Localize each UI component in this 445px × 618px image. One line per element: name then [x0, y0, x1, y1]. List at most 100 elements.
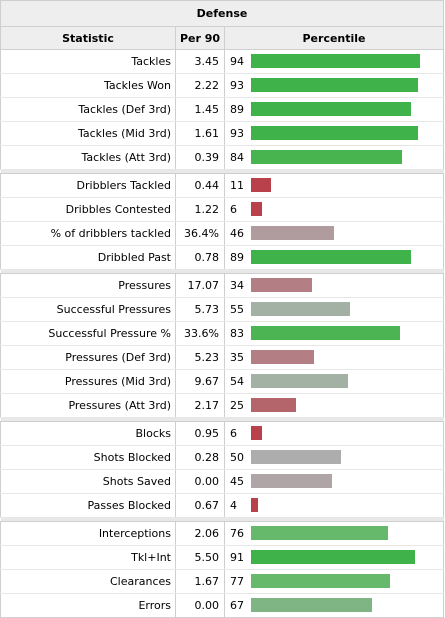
percentile-value: 67: [230, 599, 244, 612]
stat-name-cell: Successful Pressure %: [0, 321, 176, 346]
header-percentile[interactable]: Percentile: [223, 26, 445, 50]
separator-cell: [0, 517, 444, 522]
stat-name-cell: Tackles (Mid 3rd): [0, 121, 176, 146]
table-title: Defense: [0, 0, 445, 27]
percentile-cell: 94: [224, 49, 445, 74]
stat-name-cell: Tkl+Int: [0, 545, 176, 570]
stat-name-cell: Pressures: [0, 273, 176, 298]
stat-name-cell: Dribbled Past: [0, 245, 176, 270]
per90-cell: 2.17: [175, 393, 225, 418]
per90-cell: 0.00: [175, 469, 225, 494]
percentile-bar: [251, 474, 332, 488]
percentile-cell: 89: [224, 245, 445, 270]
percentile-value: 55: [230, 303, 244, 316]
per90-cell: 5.50: [175, 545, 225, 570]
percentile-cell: 93: [224, 121, 445, 146]
stat-name-cell: Errors: [0, 593, 176, 618]
percentile-value: 50: [230, 451, 244, 464]
group-separator: [0, 269, 444, 274]
table-title-row: Defense: [0, 0, 445, 27]
group-separator: [0, 169, 444, 174]
per90-cell: 0.28: [175, 445, 225, 470]
percentile-bar: [251, 498, 258, 512]
per90-cell: 5.23: [175, 345, 225, 370]
table-row: % of dribblers tackled 36.4% 46: [0, 221, 445, 246]
percentile-bar: [251, 526, 388, 540]
percentile-cell: 83: [224, 321, 445, 346]
table-row: Dribbled Past 0.78 89: [0, 245, 445, 270]
percentile-bar: [251, 150, 402, 164]
table-row: Tackles 3.45 94: [0, 49, 445, 74]
stat-name-cell: Interceptions: [0, 521, 176, 546]
table-row: Pressures (Att 3rd) 2.17 25: [0, 393, 445, 418]
percentile-value: 46: [230, 227, 244, 240]
table-row: Tackles (Att 3rd) 0.39 84: [0, 145, 445, 170]
percentile-value: 94: [230, 55, 244, 68]
percentile-value: 25: [230, 399, 244, 412]
per90-cell: 5.73: [175, 297, 225, 322]
table-row: Dribblers Tackled 0.44 11: [0, 173, 445, 198]
percentile-cell: 91: [224, 545, 445, 570]
percentile-cell: 45: [224, 469, 445, 494]
percentile-cell: 25: [224, 393, 445, 418]
separator-cell: [0, 417, 444, 422]
percentile-cell: 11: [224, 173, 445, 198]
table-row: Pressures 17.07 34: [0, 273, 445, 298]
percentile-cell: 50: [224, 445, 445, 470]
per90-cell: 0.44: [175, 173, 225, 198]
stat-name-cell: Tackles: [0, 49, 176, 74]
table-row: Blocks 0.95 6: [0, 421, 445, 446]
percentile-value: 35: [230, 351, 244, 364]
percentile-value: 54: [230, 375, 244, 388]
stat-name-cell: Passes Blocked: [0, 493, 176, 518]
percentile-value: 91: [230, 551, 244, 564]
table-row: Errors 0.00 67: [0, 593, 445, 618]
per90-cell: 1.45: [175, 97, 225, 122]
table-row: Successful Pressure % 33.6% 83: [0, 321, 445, 346]
header-statistic[interactable]: Statistic: [0, 26, 176, 50]
percentile-bar: [251, 574, 390, 588]
percentile-value: 93: [230, 79, 244, 92]
percentile-value: 89: [230, 103, 244, 116]
separator-cell: [0, 269, 444, 274]
stat-name-cell: Pressures (Mid 3rd): [0, 369, 176, 394]
percentile-bar: [251, 102, 411, 116]
stat-name-cell: Shots Blocked: [0, 445, 176, 470]
percentile-cell: 67: [224, 593, 445, 618]
percentile-cell: 93: [224, 73, 445, 98]
per90-cell: 0.78: [175, 245, 225, 270]
percentile-cell: 84: [224, 145, 445, 170]
table-row: Tackles Won 2.22 93: [0, 73, 445, 98]
percentile-value: 45: [230, 475, 244, 488]
stat-name-cell: Clearances: [0, 569, 176, 594]
percentile-value: 93: [230, 127, 244, 140]
table-row: Dribbles Contested 1.22 6: [0, 197, 445, 222]
per90-cell: 9.67: [175, 369, 225, 394]
stat-name-cell: Successful Pressures: [0, 297, 176, 322]
percentile-cell: 46: [224, 221, 445, 246]
percentile-bar: [251, 350, 314, 364]
percentile-bar: [251, 202, 262, 216]
per90-cell: 0.39: [175, 145, 225, 170]
table-header-row: Statistic Per 90 Percentile: [0, 26, 445, 50]
percentile-value: 34: [230, 279, 244, 292]
percentile-cell: 6: [224, 197, 445, 222]
percentile-bar: [251, 398, 296, 412]
percentile-bar: [251, 250, 411, 264]
percentile-cell: 77: [224, 569, 445, 594]
per90-cell: 3.45: [175, 49, 225, 74]
per90-cell: 1.22: [175, 197, 225, 222]
header-per90[interactable]: Per 90: [175, 26, 225, 50]
per90-cell: 0.00: [175, 593, 225, 618]
table-row: Shots Blocked 0.28 50: [0, 445, 445, 470]
table-row: Successful Pressures 5.73 55: [0, 297, 445, 322]
table-row: Pressures (Def 3rd) 5.23 35: [0, 345, 445, 370]
stat-name-cell: % of dribblers tackled: [0, 221, 176, 246]
percentile-value: 76: [230, 527, 244, 540]
separator-cell: [0, 169, 444, 174]
table-row: Interceptions 2.06 76: [0, 521, 445, 546]
table-row: Pressures (Mid 3rd) 9.67 54: [0, 369, 445, 394]
percentile-value: 4: [230, 499, 237, 512]
stat-name-cell: Tackles (Def 3rd): [0, 97, 176, 122]
per90-cell: 0.95: [175, 421, 225, 446]
